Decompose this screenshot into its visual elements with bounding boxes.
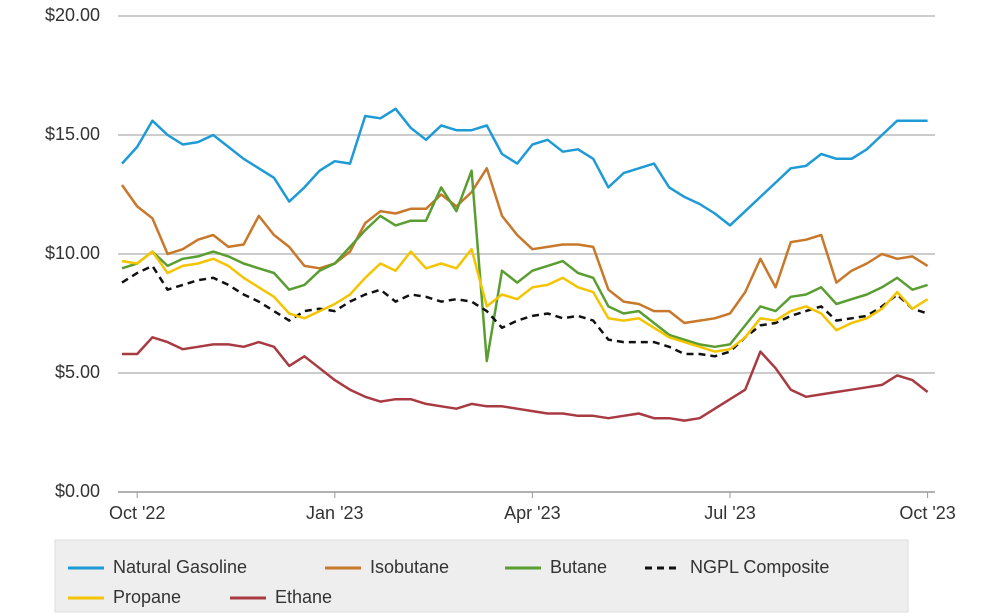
series-line <box>121 169 928 363</box>
legend-label: Propane <box>113 587 181 607</box>
legend-label: Ethane <box>275 587 332 607</box>
series-line <box>122 336 929 422</box>
x-tick-label: Jul '23 <box>704 503 755 523</box>
legend-label: Isobutane <box>370 557 449 577</box>
x-tick-label: Jan '23 <box>306 503 363 523</box>
legend-label: Natural Gasoline <box>113 557 247 577</box>
y-tick-label: $0.00 <box>55 481 100 501</box>
series-line <box>121 264 928 358</box>
legend-box <box>54 539 909 613</box>
legend-label: Butane <box>550 557 607 577</box>
series-line <box>120 167 929 325</box>
y-tick-label: $10.00 <box>45 243 100 263</box>
x-tick-label: Apr '23 <box>504 503 560 523</box>
y-tick-label: $20.00 <box>45 5 100 25</box>
x-tick-label: Oct '23 <box>899 503 955 523</box>
series-line <box>121 107 928 227</box>
y-tick-label: $5.00 <box>55 362 100 382</box>
series-line <box>121 247 929 353</box>
y-tick-label: $15.00 <box>45 124 100 144</box>
x-tick-label: Oct '22 <box>109 503 165 523</box>
legend-label: NGPL Composite <box>690 557 829 577</box>
